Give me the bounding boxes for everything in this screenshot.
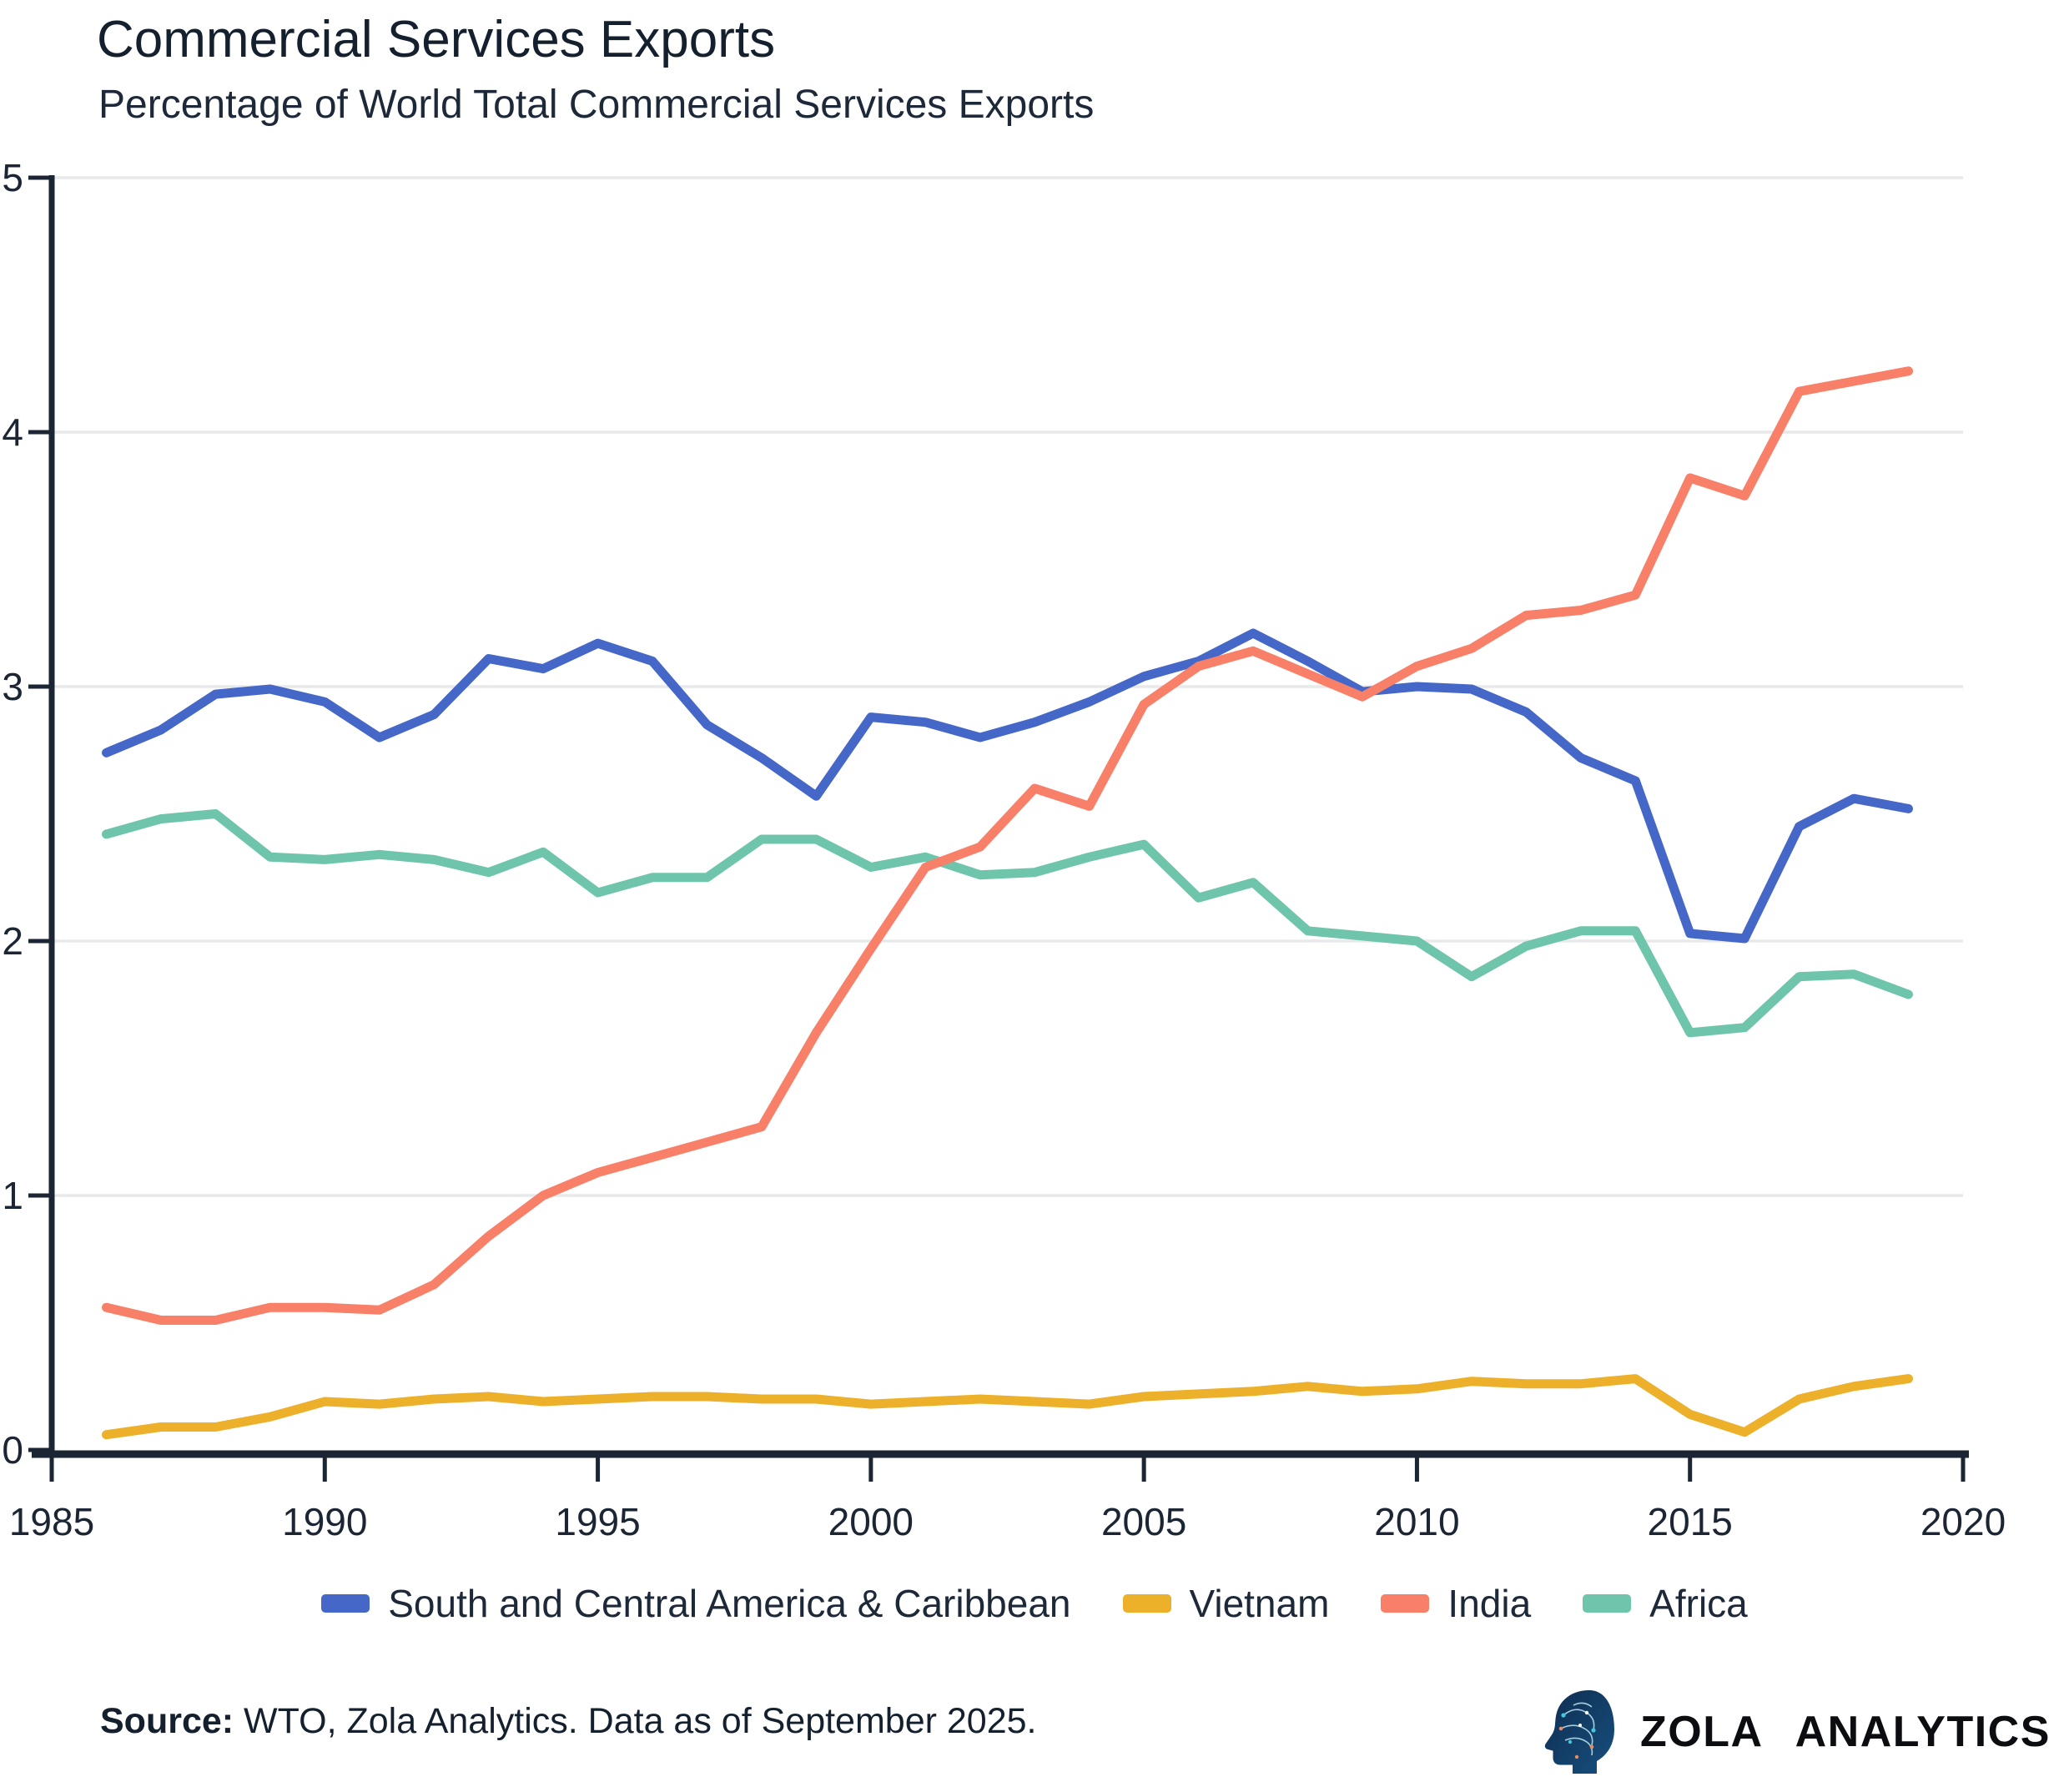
x-tick-label-2020: 2020 (1920, 1500, 2006, 1543)
zola-analytics-wordmark: ZOLA ANALYTICS (1640, 1708, 2051, 1756)
legend-label-south-and-central-america-caribbean: South and Central America & Caribbean (388, 1582, 1071, 1625)
legend-swatch-south-and-central-america-caribbean (321, 1594, 370, 1613)
x-tick-label-1995: 1995 (555, 1500, 640, 1543)
x-tick-label-1985: 1985 (9, 1500, 94, 1543)
y-tick-label-4: 4 (2, 410, 23, 454)
circuit-dots (1558, 1710, 1596, 1759)
head-silhouette (1544, 1690, 1614, 1774)
source-text: WTO, Zola Analytics. Data as of Septembe… (234, 1701, 1037, 1741)
y-axis-tick-labels: 0 1 2 3 4 5 (2, 156, 23, 1472)
series-line-africa (102, 809, 1913, 1038)
y-tick-label-5: 5 (2, 156, 23, 199)
y-tick-label-1: 1 (2, 1174, 23, 1217)
gridlines (52, 176, 1963, 1197)
y-tick-label-2: 2 (2, 919, 23, 963)
x-axis-tick-labels: 1985 1990 1995 2000 2005 2010 2015 2020 (9, 1500, 2006, 1543)
series-line-india (102, 366, 1913, 1325)
series-line-vietnam (102, 1374, 1913, 1440)
legend-label-india: India (1447, 1582, 1532, 1625)
legend-item-vietnam: Vietnam (1122, 1582, 1330, 1625)
x-tick-label-2005: 2005 (1101, 1500, 1186, 1543)
page-subtitle: Percentage of World Total Commercial Ser… (98, 83, 1095, 127)
legend-item-africa: Africa (1583, 1584, 1748, 1623)
x-tick-label-2000: 2000 (828, 1500, 914, 1543)
legend-swatch-india (1381, 1594, 1430, 1613)
legend-item-india: India (1381, 1584, 1531, 1623)
zola-analytics-logo-icon (1544, 1690, 1614, 1774)
source-note: Source: WTO, Zola Analytics. Data as of … (100, 1700, 1037, 1744)
legend-item-south-and-central-america-caribbean: South and Central America & Caribbean (321, 1582, 1071, 1625)
x-tick-label-2015: 2015 (1648, 1500, 1733, 1543)
y-tick-label-3: 3 (2, 665, 23, 708)
legend-swatch-africa (1583, 1594, 1632, 1613)
legend-swatch-vietnam (1122, 1594, 1171, 1613)
legend-label-africa: Africa (1649, 1582, 1748, 1625)
chart-legend: South and Central America & Caribbean Vie… (0, 1577, 2069, 1630)
source-label: Source: (100, 1701, 234, 1741)
page-title: Commercial Services Exports (97, 11, 776, 68)
series-lines (102, 366, 1913, 1440)
series-line-south-and-central-america-caribbean (102, 628, 1913, 944)
x-tick-label-2010: 2010 (1374, 1500, 1459, 1543)
legend-label-vietnam: Vietnam (1189, 1582, 1330, 1625)
x-tick-label-1990: 1990 (282, 1500, 367, 1543)
axes (28, 175, 1969, 1482)
y-tick-label-0: 0 (2, 1428, 23, 1472)
